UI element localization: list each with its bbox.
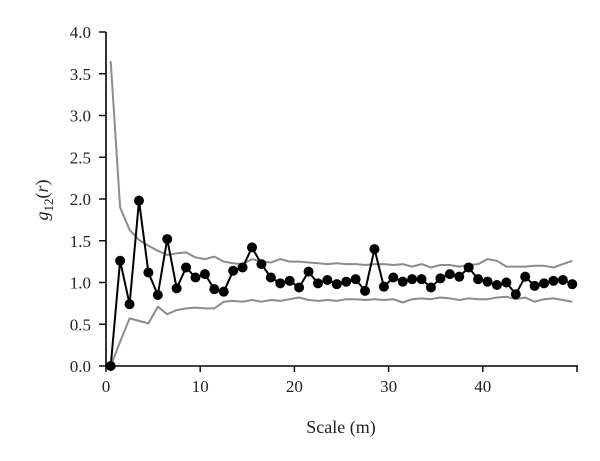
- data-point-marker: [510, 289, 521, 300]
- data-point-marker: [265, 272, 276, 283]
- data-point-marker: [303, 266, 314, 277]
- data-point-marker: [294, 282, 305, 293]
- y-tick-label: 2.5: [70, 148, 91, 167]
- data-point-marker: [256, 259, 267, 270]
- data-point-marker: [463, 262, 474, 273]
- data-point-marker: [482, 276, 493, 287]
- data-point-marker: [567, 279, 578, 290]
- x-ticks: 0 10 20 30 40: [102, 366, 578, 396]
- x-tick-label: 20: [286, 377, 303, 396]
- data-point-marker: [548, 275, 559, 286]
- y-tick-label: 1.0: [70, 274, 91, 293]
- data-point-marker: [397, 276, 408, 287]
- data-point-marker: [520, 271, 531, 282]
- data-point-marker: [539, 278, 550, 289]
- y-tick-label: 3.0: [70, 107, 91, 126]
- y-tick-label: 0.0: [70, 357, 91, 376]
- data-point-marker: [388, 272, 399, 283]
- data-point-marker: [115, 255, 126, 266]
- y-tick-label: 2.0: [70, 190, 91, 209]
- data-point-marker: [473, 274, 484, 285]
- data-point-marker: [284, 275, 295, 286]
- data-point-marker: [199, 269, 210, 280]
- data-point-marker: [435, 273, 446, 284]
- axes: 0.0 0.5 1.0 1.5 2.0 2.5 3.0 3.5 4.0 0 10 20 30 40: [70, 23, 578, 396]
- data-point-marker: [557, 274, 568, 285]
- data-point-marker: [237, 262, 248, 273]
- data-point-marker: [228, 265, 239, 276]
- lower-envelope-line: [109, 295, 573, 367]
- data-point-marker: [124, 299, 135, 310]
- y-axis-title-arg: r: [32, 185, 52, 193]
- y-axis-title-main: g: [32, 212, 52, 221]
- data-point-marker: [529, 280, 540, 291]
- y-axis-title-sub: 12: [41, 199, 56, 212]
- y-ticks: 0.0 0.5 1.0 1.5 2.0 2.5 3.0 3.5 4.0: [70, 23, 106, 376]
- data-point-marker: [331, 279, 342, 290]
- data-point-marker: [247, 242, 258, 253]
- x-tick-label: 30: [380, 377, 397, 396]
- y-tick-label: 0.5: [70, 315, 91, 334]
- data-point-marker: [501, 277, 512, 288]
- data-point-marker: [275, 278, 286, 289]
- data-point-marker: [218, 286, 229, 297]
- y-tick-label: 4.0: [70, 23, 91, 42]
- data-point-marker: [133, 195, 144, 206]
- data-point-marker: [190, 272, 201, 283]
- y-axis-title: g12(r): [32, 179, 56, 220]
- data-point-marker: [369, 244, 380, 255]
- data-point-marker: [322, 274, 333, 285]
- x-tick-label: 0: [102, 377, 111, 396]
- data-point-marker: [350, 274, 361, 285]
- data-point-marker: [360, 285, 371, 296]
- data-point-marker: [181, 262, 192, 273]
- data-point-marker: [407, 274, 418, 285]
- data-point-marker: [491, 280, 502, 291]
- upper-envelope-line: [109, 61, 573, 269]
- x-axis-title: Scale (m): [306, 417, 375, 438]
- data-point-marker: [209, 284, 220, 295]
- data-point-marker: [378, 281, 389, 292]
- x-tick-label: 10: [192, 377, 209, 396]
- data-point-marker: [312, 278, 323, 289]
- plot-area: [105, 61, 578, 371]
- data-point-marker: [454, 271, 465, 282]
- y-tick-label: 1.5: [70, 232, 91, 251]
- data-point-marker: [425, 282, 436, 293]
- data-point-marker: [416, 274, 427, 285]
- y-tick-label: 3.5: [70, 65, 91, 84]
- data-point-marker: [171, 283, 182, 294]
- data-point-marker: [152, 290, 163, 301]
- data-point-marker: [444, 269, 455, 280]
- data-point-marker: [162, 234, 173, 245]
- x-tick-label: 40: [474, 377, 491, 396]
- data-point-marker: [341, 276, 352, 287]
- data-point-marker: [143, 267, 154, 278]
